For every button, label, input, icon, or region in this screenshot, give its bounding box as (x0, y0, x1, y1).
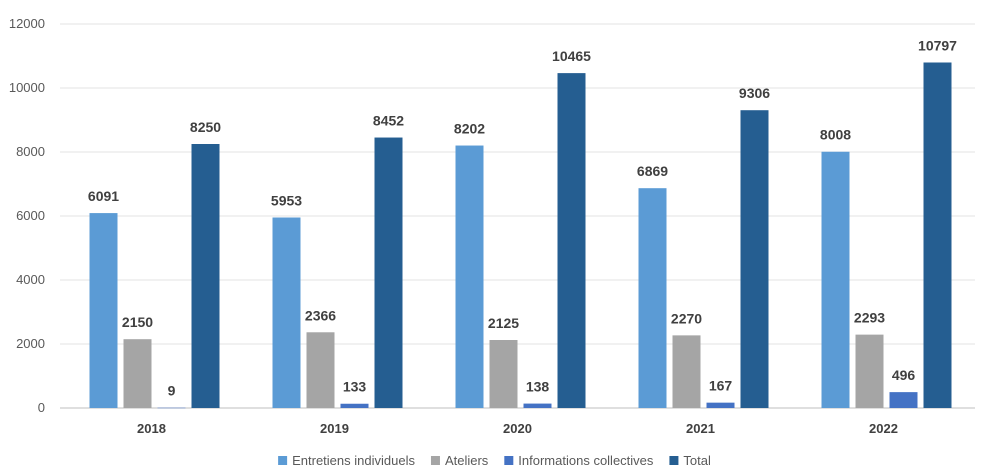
x-tick-label: 2018 (137, 421, 166, 436)
bar (855, 334, 884, 408)
y-tick-label: 4000 (16, 272, 45, 287)
data-label: 2366 (305, 307, 336, 323)
bar (89, 213, 118, 408)
y-tick-label: 12000 (9, 16, 45, 31)
data-label: 8008 (820, 127, 851, 143)
data-label: 8452 (373, 113, 404, 129)
bar (340, 403, 369, 408)
data-label: 133 (343, 379, 367, 395)
data-label: 10797 (918, 37, 957, 53)
legend-item: Ateliers (430, 453, 489, 468)
y-tick-label: 8000 (16, 144, 45, 159)
bar (523, 403, 552, 408)
bar (706, 402, 735, 408)
bar (157, 407, 186, 409)
bar (489, 340, 518, 408)
y-axis: 0 2000 4000 6000 8000 10000 12000 (9, 16, 45, 415)
legend-item: Total (669, 453, 711, 468)
bar (889, 392, 918, 408)
legend-label: Entretiens individuels (292, 453, 415, 468)
bar (638, 188, 667, 408)
legend-label: Informations collectives (518, 453, 654, 468)
bar (557, 73, 586, 409)
x-axis: 2018 2019 2020 2021 2022 (137, 421, 898, 436)
data-label: 2293 (854, 310, 885, 326)
legend-label: Total (683, 453, 711, 468)
x-tick-label: 2020 (503, 421, 532, 436)
data-label: 6869 (637, 163, 668, 179)
data-label: 9306 (739, 85, 770, 101)
x-tick-label: 2019 (320, 421, 349, 436)
bar (821, 151, 850, 408)
bar (374, 137, 403, 408)
data-labels: 6091 2150 9 8250 5953 2366 133 8452 8202 2125 138 1… (88, 37, 957, 398)
bar (272, 217, 301, 408)
legend-label: Ateliers (445, 453, 489, 468)
data-label: 10465 (552, 48, 591, 64)
bar (306, 332, 335, 408)
bar (123, 339, 152, 408)
data-label: 167 (709, 378, 733, 394)
data-label: 9 (168, 383, 176, 399)
data-label: 138 (526, 379, 550, 395)
bar (191, 144, 220, 408)
legend-item: Entretiens individuels (278, 453, 415, 468)
y-tick-label: 6000 (16, 208, 45, 223)
legend-swatch (430, 456, 440, 465)
legend-swatch (669, 456, 679, 465)
data-label: 2270 (671, 310, 702, 326)
legend-item: Informations collectives (504, 453, 654, 468)
data-label: 8250 (190, 119, 221, 135)
data-label: 2150 (122, 314, 153, 330)
data-label: 496 (892, 367, 916, 383)
bar (455, 145, 484, 408)
legend-swatch (278, 456, 288, 465)
data-label: 5953 (271, 193, 302, 209)
data-label: 8202 (454, 121, 485, 137)
y-tick-label: 0 (38, 400, 45, 415)
legend: Entretiens individuels Ateliers Informatio… (278, 453, 711, 468)
x-tick-label: 2021 (686, 421, 715, 436)
y-tick-label: 10000 (9, 80, 45, 95)
bar-series (89, 62, 952, 409)
y-tick-label: 2000 (16, 336, 45, 351)
bar (672, 335, 701, 408)
legend-swatch (504, 456, 514, 465)
bar (740, 110, 769, 408)
bar (923, 62, 952, 408)
data-label: 6091 (88, 188, 119, 204)
data-label: 2125 (488, 315, 519, 331)
x-tick-label: 2022 (869, 421, 898, 436)
